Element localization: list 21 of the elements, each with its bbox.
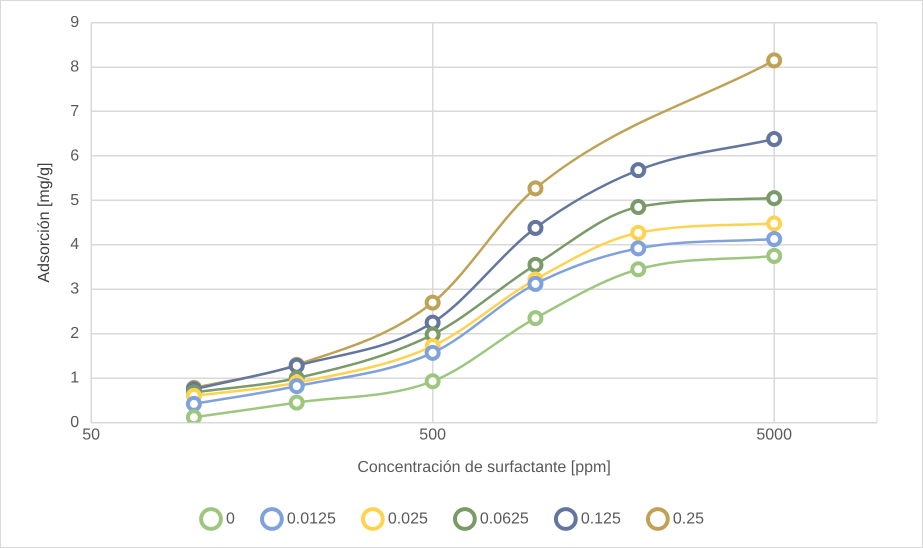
y-tick-label: 0 xyxy=(70,414,80,432)
x-axis-title: Concentración de surfactante [ppm] xyxy=(357,458,611,476)
x-tick-label: 500 xyxy=(419,426,446,444)
y-tick-label: 5 xyxy=(70,192,80,209)
y-tick-label: 1 xyxy=(70,370,80,387)
y-tick-label: 8 xyxy=(70,58,80,76)
legend-label: 0.25 xyxy=(672,510,704,528)
y-tick-label: 7 xyxy=(70,102,80,120)
legend-label: 0.0625 xyxy=(480,510,529,528)
x-tick-label: 5000 xyxy=(756,426,792,444)
y-tick-label: 9 xyxy=(70,14,80,32)
y-tick-label: 3 xyxy=(70,280,80,298)
y-tick-label: 2 xyxy=(70,325,80,342)
y-tick-label: 4 xyxy=(70,236,80,254)
legend-label: 0.025 xyxy=(388,510,428,528)
legend-label: 0.125 xyxy=(580,510,621,528)
legend-label: 0.0125 xyxy=(286,510,336,528)
legend-label: 0 xyxy=(226,510,236,528)
x-tick-label: 50 xyxy=(82,426,100,444)
y-axis-title: Adsorción [mg/g] xyxy=(36,162,54,283)
y-tick-label: 6 xyxy=(70,147,80,164)
